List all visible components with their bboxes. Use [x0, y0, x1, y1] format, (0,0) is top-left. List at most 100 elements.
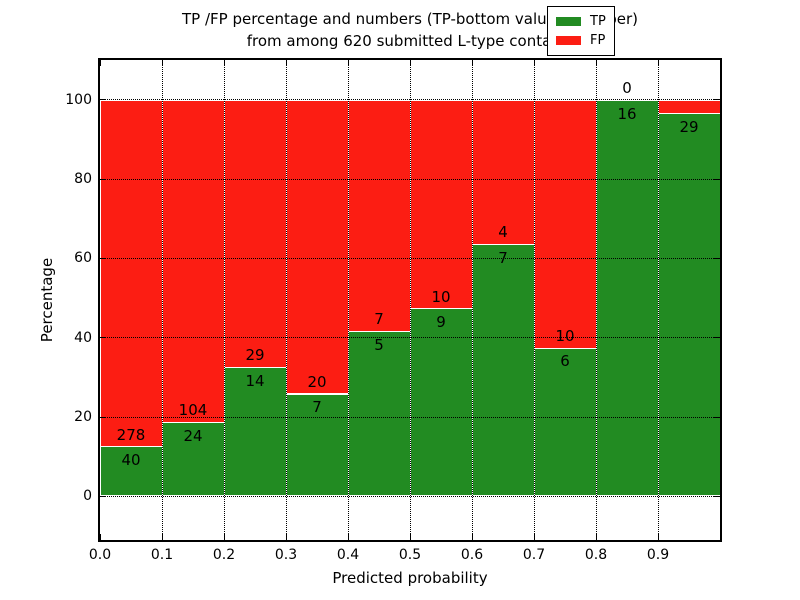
y-tick-mark	[100, 257, 106, 259]
v-gridline	[657, 60, 659, 540]
tp-count-label: 7	[312, 398, 322, 417]
legend-label-tp: TP	[590, 14, 606, 29]
y-tick-label: 0	[83, 488, 92, 505]
chart-title-line1: TP /FP percentage and numbers (TP-bottom…	[182, 10, 638, 28]
x-tick-mark	[285, 60, 287, 66]
fp-count-label: 4	[498, 223, 508, 241]
x-tick-label: 0.0	[88, 547, 112, 563]
legend: TP FP	[547, 6, 615, 56]
fp-bar-segment	[472, 99, 534, 244]
fp-count-label: 7	[374, 310, 384, 329]
tp-bar-segment	[658, 112, 720, 497]
tp-bar-segment	[472, 243, 534, 497]
y-tick-mark	[100, 337, 106, 339]
x-tick-label: 0.5	[398, 547, 422, 563]
tp-count-label: 40	[121, 451, 141, 470]
v-gridline	[471, 60, 473, 540]
y-tick-mark	[714, 99, 720, 101]
v-gridline	[285, 60, 287, 540]
tp-bar-segment	[224, 367, 286, 497]
y-tick-mark	[714, 178, 720, 180]
v-gridline	[223, 60, 225, 540]
x-tick-mark	[409, 534, 411, 540]
fp-bar-segment	[162, 99, 224, 422]
x-tick-mark	[347, 60, 349, 66]
tp-count-label: 16	[617, 104, 637, 123]
chart-title-line2: from among 620 submitted L-type contacts	[246, 32, 574, 50]
tp-bar-segment	[100, 446, 162, 497]
x-tick-label: 0.8	[584, 547, 608, 563]
tp-count-label: 6	[560, 352, 570, 371]
v-gridline	[161, 60, 163, 540]
x-tick-mark	[471, 60, 473, 66]
fp-bar-segment	[410, 99, 472, 309]
fp-bar-segment	[286, 99, 348, 394]
x-tick-label: 0.7	[522, 547, 546, 563]
tp-bar-segment	[596, 99, 658, 497]
x-tick-label: 0.1	[150, 547, 174, 563]
tp-bar-segment	[286, 393, 348, 497]
tp-color-swatch	[556, 17, 581, 26]
x-tick-mark	[347, 534, 349, 540]
y-tick-mark	[714, 337, 720, 339]
y-tick-label: 80	[74, 171, 92, 187]
tp-count-label: 24	[183, 426, 203, 445]
fp-count-label: 10	[555, 326, 575, 345]
fp-color-swatch	[556, 36, 581, 45]
fp-count-label: 20	[307, 372, 327, 391]
y-axis-label: Percentage	[28, 60, 66, 540]
fp-bar-segment	[348, 99, 410, 332]
x-tick-mark	[533, 60, 535, 66]
y-tick-mark	[714, 416, 720, 418]
x-tick-mark	[657, 534, 659, 540]
y-tick-label: 40	[74, 329, 92, 346]
x-tick-mark	[595, 534, 597, 540]
legend-label-fp: FP	[590, 33, 606, 48]
chart-title: TP /FP percentage and numbers (TP-bottom…	[100, 8, 720, 52]
x-tick-mark	[223, 534, 225, 540]
y-tick-mark	[100, 178, 106, 180]
tp-bar-segment	[348, 331, 410, 497]
x-axis-label: Predicted probability	[332, 569, 488, 587]
x-tick-mark	[99, 60, 101, 66]
tp-bar-segment	[410, 308, 472, 497]
v-gridline	[533, 60, 535, 540]
x-tick-mark	[471, 534, 473, 540]
fp-count-label: 29	[245, 346, 265, 365]
y-tick-label: 60	[74, 250, 92, 267]
tp-count-label: 5	[374, 335, 384, 354]
y-tick-mark	[714, 495, 720, 497]
x-tick-mark	[99, 534, 101, 540]
x-tick-mark	[409, 60, 411, 66]
x-tick-mark	[161, 60, 163, 66]
legend-item-fp: FP	[556, 31, 606, 50]
fp-count-label: 0	[622, 78, 632, 97]
plot-area: 278 40 104 24 29 14 20 7 7 5 10 9 4 7 10 6 0 16 29	[99, 60, 720, 540]
tp-count-label: 9	[436, 313, 446, 332]
tp-count-label: 7	[498, 248, 508, 267]
v-gridline	[409, 60, 411, 540]
x-tick-mark	[223, 60, 225, 66]
fp-count-label: 104	[178, 401, 208, 420]
x-tick-label: 0.6	[460, 547, 484, 563]
v-gridline	[595, 60, 597, 540]
tp-count-label: 14	[245, 372, 265, 391]
fp-bar-segment	[658, 99, 720, 113]
y-tick-label: 20	[74, 409, 92, 426]
x-tick-label: 0.4	[336, 547, 360, 563]
x-tick-label: 0.3	[274, 547, 298, 563]
y-tick-mark	[100, 99, 106, 101]
fp-bar-segment	[224, 99, 286, 368]
v-gridline	[347, 60, 349, 540]
fp-bar-segment	[100, 99, 162, 447]
y-tick-mark	[714, 257, 720, 259]
fp-count-label: 278	[116, 425, 146, 444]
x-tick-label: 0.9	[646, 547, 670, 563]
y-tick-label: 100	[65, 91, 92, 108]
x-tick-mark	[285, 534, 287, 540]
fp-bar-segment	[534, 99, 596, 348]
x-tick-mark	[595, 60, 597, 66]
legend-item-tp: TP	[556, 12, 606, 31]
x-tick-mark	[533, 534, 535, 540]
